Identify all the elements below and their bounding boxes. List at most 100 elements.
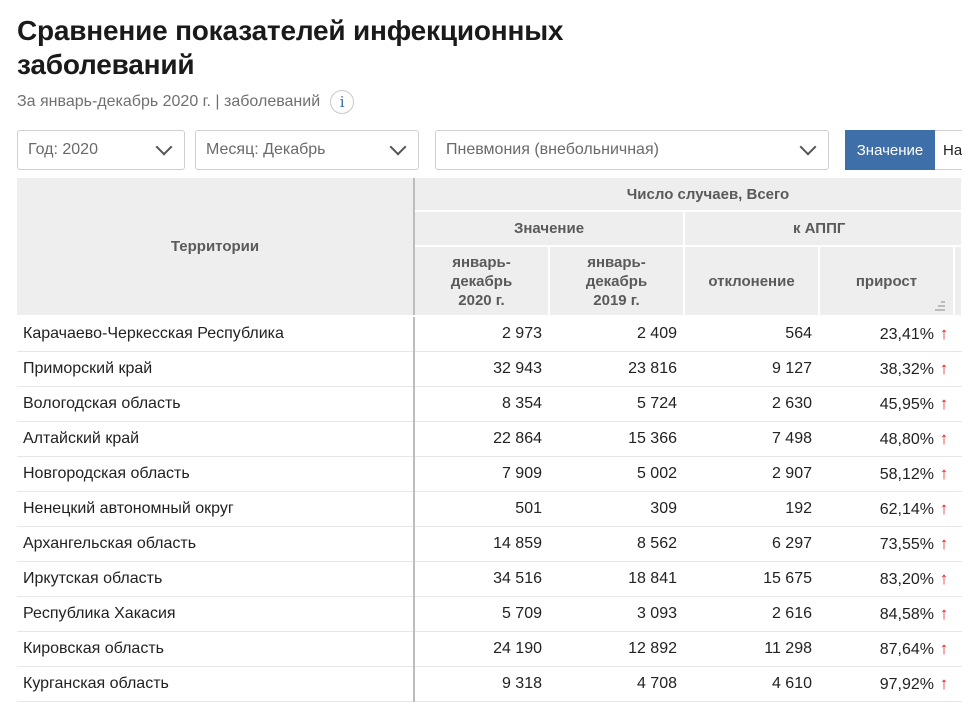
year-select-value: Год: 2020 [28,141,98,158]
table-row[interactable]: Алтайский край 22 864 15 366 7 498 48,80% ↑ [17,421,962,457]
chevron-down-icon [389,138,407,156]
value-2019-cell: 12 892 [549,631,684,667]
table-row[interactable]: Курганская область 9 318 4 708 4 610 97,92% ↑ [17,666,962,702]
spacer-cell [954,351,962,387]
disease-select-value: Пневмония (внебольничная) [446,141,659,158]
growth-cell: 48,80% ↑ [819,421,954,457]
deviation-cell: 4 610 [684,666,819,702]
table-row[interactable]: Кировская область 24 190 12 892 11 298 87,64… [17,631,962,667]
territory-cell: Кировская область [17,631,415,667]
deviation-cell: 564 [684,316,819,352]
page-subtitle: За январь-декабрь 2020 г. | заболеваний … [17,90,355,114]
table-row[interactable]: Ненецкий автономный округ 501 309 192 62,14%… [17,491,962,527]
territory-cell: Курганская область [17,666,415,702]
arrow-up-icon: ↑ [939,498,949,518]
arrow-up-icon: ↑ [939,533,949,553]
spacer-cell [954,456,962,492]
value-2020-cell: 8 354 [414,386,549,422]
table-row[interactable]: Приморский край 32 943 23 816 9 127 38,32% ↑ [17,351,962,387]
territory-cell: Республика Хакасия [17,596,415,632]
value-2019-cell: 2 409 [549,316,684,352]
arrow-up-icon: ↑ [939,428,949,448]
value-2019-cell: 5 724 [549,386,684,422]
chevron-down-icon [799,138,817,156]
spacer-cell [954,596,962,632]
table-row[interactable]: Республика Хакасия 5 709 3 093 2 616 84,58% ↑ [17,596,962,632]
growth-cell: 73,55% ↑ [819,526,954,562]
month-select[interactable]: Месяц: Декабрь [195,130,419,170]
growth-value: 83,20% [879,570,934,588]
deviation-cell: 2 630 [684,386,819,422]
growth-value: 45,95% [879,395,934,413]
header-deviation[interactable]: отклонение [684,246,820,317]
header-growth[interactable]: прирост [819,246,955,317]
value-2019-cell: 23 816 [549,351,684,387]
territory-cell: Приморский край [17,351,415,387]
header-growth-label: прирост [855,272,918,290]
deviation-cell: 6 297 [684,526,819,562]
spacer-cell [954,561,962,597]
value-2020-cell: 9 318 [414,666,549,702]
info-icon[interactable]: i [330,90,355,114]
view-toggle: Значение На [845,130,962,170]
territory-cell: Вологодская область [17,386,415,422]
spacer-cell [954,491,962,527]
growth-cell: 84,58% ↑ [819,596,954,632]
month-select-value: Месяц: Декабрь [206,141,326,158]
value-2019-cell: 18 841 [549,561,684,597]
territory-cell: Ненецкий автономный округ [17,491,415,527]
value-2020-cell: 5 709 [414,596,549,632]
spacer-cell [954,631,962,667]
deviation-cell: 7 498 [684,421,819,457]
arrow-up-icon: ↑ [939,603,949,623]
toggle-other-button[interactable]: На [935,130,962,170]
header-jan-dec-2020[interactable]: январь-декабрь 2020 г. [414,246,550,317]
arrow-up-icon: ↑ [939,323,949,343]
value-2019-cell: 309 [549,491,684,527]
growth-cell: 87,64% ↑ [819,631,954,667]
value-2020-cell: 22 864 [414,421,549,457]
value-2020-cell: 7 909 [414,456,549,492]
chevron-down-icon [155,138,173,156]
territory-cell: Карачаево-Черкесская Республика [17,316,415,352]
growth-value: 38,32% [879,360,934,378]
growth-cell: 38,32% ↑ [819,351,954,387]
subtitle-text: За январь-декабрь 2020 г. | заболеваний [17,93,321,110]
disease-select[interactable]: Пневмония (внебольничная) [435,130,829,170]
deviation-cell: 11 298 [684,631,819,667]
table-row[interactable]: Архангельская область 14 859 8 562 6 297 73,… [17,526,962,562]
sort-icon[interactable] [935,301,945,311]
value-2020-cell: 24 190 [414,631,549,667]
table-row[interactable]: Новгородская область 7 909 5 002 2 907 58,12… [17,456,962,492]
arrow-up-icon: ↑ [939,358,949,378]
table-body: Карачаево-Черкесская Республика 2 973 2 40… [17,316,962,702]
header-value: Значение [414,211,685,247]
value-2020-cell: 32 943 [414,351,549,387]
growth-value: 23,41% [879,325,934,343]
territory-cell: Архангельская область [17,526,415,562]
spacer-cell [954,526,962,562]
data-table: Территории Число случаев, Всего Значение… [17,178,962,702]
deviation-cell: 9 127 [684,351,819,387]
value-2019-cell: 5 002 [549,456,684,492]
table-row[interactable]: Иркутская область 34 516 18 841 15 675 83,20… [17,561,962,597]
arrow-up-icon: ↑ [939,463,949,483]
year-select[interactable]: Год: 2020 [17,130,185,170]
spacer-cell [954,666,962,702]
header-jan-dec-2019[interactable]: январь-декабрь 2019 г. [549,246,685,317]
value-2020-cell: 2 973 [414,316,549,352]
growth-value: 48,80% [879,430,934,448]
spacer-cell [954,421,962,457]
header-territory[interactable]: Территории [17,178,415,317]
table-row[interactable]: Вологодская область 8 354 5 724 2 630 45,95%… [17,386,962,422]
growth-cell: 45,95% ↑ [819,386,954,422]
growth-cell: 23,41% ↑ [819,316,954,352]
toggle-value-button[interactable]: Значение [845,130,935,170]
growth-value: 84,58% [879,605,934,623]
growth-value: 97,92% [879,675,934,693]
table-row[interactable]: Карачаево-Черкесская Республика 2 973 2 40… [17,316,962,352]
territory-cell: Иркутская область [17,561,415,597]
deviation-cell: 192 [684,491,819,527]
value-2020-cell: 14 859 [414,526,549,562]
arrow-up-icon: ↑ [939,568,949,588]
